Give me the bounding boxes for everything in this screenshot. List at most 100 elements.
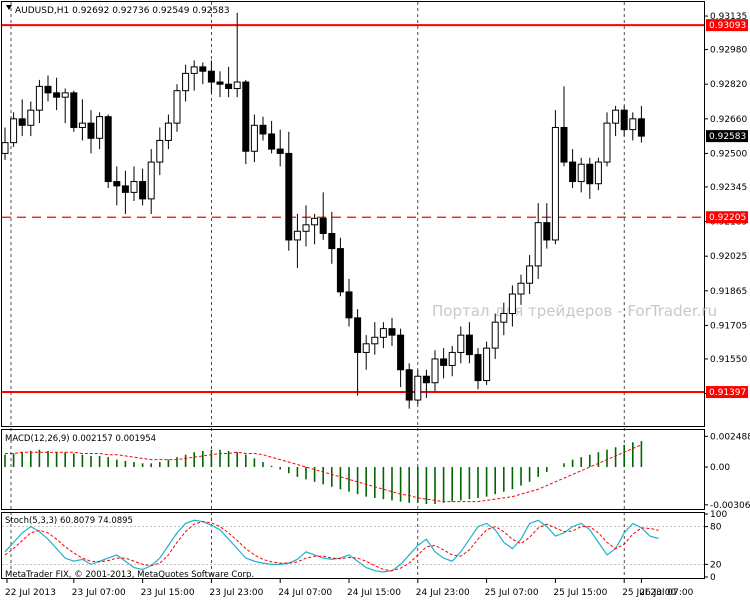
macd-series — [4, 441, 643, 505]
bear-candle — [199, 66, 207, 72]
time-axis: 22 Jul 2013 23 Jul 07:00 23 Jul 15:00 23 Ju… — [5, 578, 694, 598]
bull-candle — [293, 230, 301, 241]
time-tick-label: 23 Jul 15:00 — [141, 588, 195, 598]
stoch-axis: 100 80 20 0 — [704, 510, 727, 583]
bull-candle — [629, 118, 637, 131]
bear-candle — [474, 354, 482, 382]
time-tick-label: 24 Jul 23:00 — [416, 588, 470, 598]
macd-panel-frame — [1, 429, 705, 510]
bull-candle — [10, 118, 18, 144]
bull-candle — [250, 124, 258, 152]
bear-candle — [70, 92, 78, 128]
macd-signal-line — [5, 444, 642, 503]
bull-candle — [526, 265, 534, 284]
price-tick-label: 0.91705 — [710, 321, 747, 331]
bull-candle — [96, 116, 104, 139]
bull-candle — [491, 321, 499, 349]
bear-candle — [569, 161, 577, 183]
bear-candle — [637, 118, 645, 137]
time-tick-label: 25 Jul 07:00 — [485, 588, 539, 598]
candles — [1, 12, 645, 409]
current-price-label: 0.92583 — [709, 132, 746, 142]
bear-candle — [422, 375, 430, 384]
time-tick-label: 24 Jul 07:00 — [278, 588, 332, 598]
macd-tick-label: 0.00 — [710, 463, 730, 473]
bear-candle — [268, 133, 276, 150]
bear-candle — [276, 148, 284, 154]
horizontal-levels: 0.93093 0.92205 0.91397 0.92583 — [2, 19, 748, 399]
bear-candle — [405, 369, 413, 401]
bull-candle — [61, 92, 69, 98]
price-chart-title: AUDUSD,H1 0.92692 0.92736 0.92549 0.9258… — [15, 6, 230, 16]
level-price-box — [706, 19, 748, 32]
bear-candle — [345, 291, 353, 319]
bear-candle — [104, 116, 112, 183]
macd-tick-label: -0.00306 — [710, 501, 750, 511]
bear-candle — [44, 85, 52, 94]
bear-candle — [113, 181, 121, 187]
stoch-tick-label: 100 — [710, 510, 727, 520]
bull-candle — [173, 90, 181, 124]
macd-tick-label: 0.002488 — [710, 432, 750, 442]
bear-candle — [397, 334, 405, 371]
bull-candle — [362, 343, 370, 353]
bear-candle — [543, 222, 551, 241]
bull-candle — [379, 328, 387, 338]
bull-candle — [577, 163, 585, 183]
price-tick-label: 0.93135 — [710, 12, 747, 22]
bull-candle — [517, 282, 525, 295]
time-tick-label: 26 Jul 07:00 — [639, 588, 693, 598]
stoch-series — [2, 519, 704, 573]
bear-candle — [440, 358, 448, 366]
bear-candle — [586, 163, 594, 185]
bull-candle — [302, 224, 310, 232]
stoch-tick-label: 80 — [710, 523, 722, 533]
bull-candle — [35, 85, 43, 111]
bull-candle — [448, 351, 456, 366]
stoch-title: Stoch(5,3,3) 60.8079 74.0895 — [5, 516, 133, 526]
time-tick-label: 23 Jul 07:00 — [72, 588, 126, 598]
time-gridlines — [10, 2, 625, 578]
current-price-box — [706, 130, 748, 143]
price-tick-label: 0.92660 — [710, 115, 747, 125]
bull-candle — [551, 126, 559, 241]
bear-candle — [18, 118, 26, 126]
bull-candle — [414, 375, 422, 401]
bull-candle — [1, 142, 9, 154]
time-tick-label: 25 Jul 23:00 — [622, 588, 676, 598]
level-price-label: 0.91397 — [709, 388, 746, 398]
bear-candle — [285, 152, 293, 241]
watermark: Портал для трейдеров - ForTrader.ru — [432, 302, 717, 320]
macd-axis: 0.002488 0.00 -0.00306 — [704, 432, 750, 511]
bear-candle — [465, 334, 473, 356]
price-tick-label: 0.92820 — [710, 80, 747, 90]
bull-candle — [311, 217, 319, 226]
price-tick-label: 0.91865 — [710, 287, 747, 297]
price-axis: 0.93135 0.92980 0.92820 0.92660 0.92500 0.923… — [704, 12, 747, 400]
bear-candle — [560, 126, 568, 163]
stoch-signal-line — [4, 521, 659, 572]
bear-candle — [87, 122, 95, 139]
bear-candle — [139, 181, 147, 200]
bull-candle — [594, 161, 602, 185]
price-tick-label: 0.92025 — [710, 252, 747, 262]
level-price-label: 0.93093 — [709, 21, 746, 31]
price-tick-label: 0.91550 — [710, 355, 747, 365]
price-tick-label: 0.92345 — [710, 183, 747, 193]
bull-candle — [603, 122, 611, 163]
time-tick-label: 22 Jul 2013 — [5, 588, 56, 598]
bull-candle — [190, 66, 198, 74]
time-tick-label: 25 Jul 15:00 — [553, 588, 607, 598]
bear-candle — [328, 232, 336, 250]
price-panel-frame — [1, 1, 705, 427]
bear-candle — [53, 92, 61, 98]
bear-candle — [225, 83, 233, 90]
bear-candle — [388, 328, 396, 336]
symbol-triangle-icon — [6, 5, 12, 10]
level-price-label: 0.92205 — [709, 213, 746, 223]
bull-candle — [500, 313, 508, 323]
copyright-text: MetaTrader FIX, © 2001-2013, MetaQuotes … — [5, 570, 254, 580]
bull-candle — [156, 139, 164, 163]
